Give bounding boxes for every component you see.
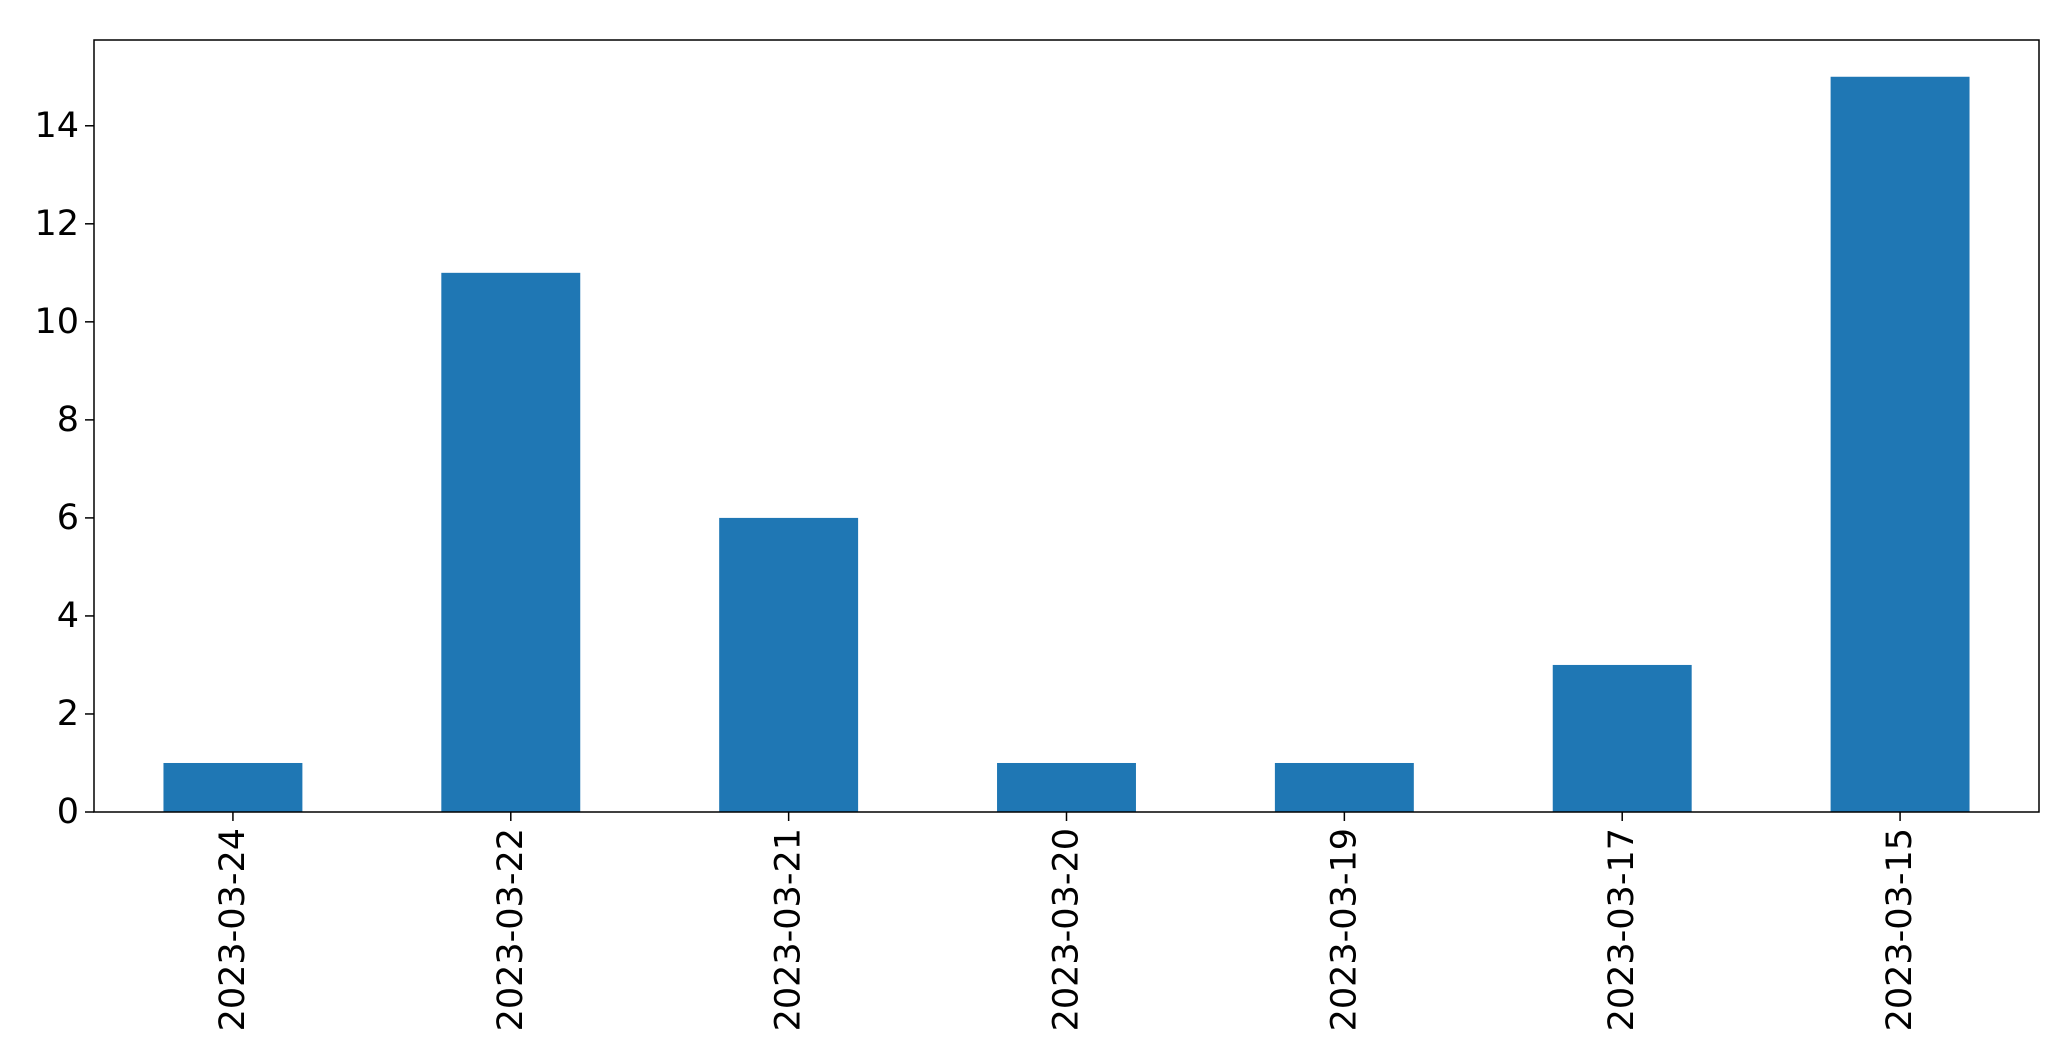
y-tick-label: 12: [34, 204, 79, 244]
y-axis: 0 2 4 6 8 10 12 14: [34, 106, 94, 832]
x-tick-label: 2023-03-17: [1602, 828, 1642, 1031]
y-tick-label: 14: [34, 106, 79, 146]
bar-2023-03-22: [441, 272, 581, 812]
bar-2023-03-15: [1830, 76, 1970, 812]
y-tick-label: 6: [57, 498, 79, 538]
x-tick-label: 2023-03-15: [1880, 828, 1920, 1031]
bar-2023-03-24: [163, 762, 303, 812]
x-tick-label: 2023-03-19: [1324, 828, 1364, 1031]
x-tick-label: 2023-03-24: [213, 828, 253, 1031]
x-tick-label: 2023-03-20: [1047, 828, 1087, 1031]
x-axis: 2023-03-24 2023-03-22 2023-03-21 2023-03-20…: [213, 812, 1920, 1031]
bar-2023-03-19: [1274, 762, 1414, 812]
y-tick-label: 4: [57, 596, 79, 636]
bar-2023-03-21: [719, 517, 859, 812]
x-tick-label: 2023-03-22: [491, 828, 531, 1031]
x-tick-label: 2023-03-21: [769, 828, 809, 1031]
plot-area-frame: [93, 39, 2040, 813]
bar-2023-03-17: [1552, 664, 1692, 812]
y-tick-label: 8: [57, 400, 79, 440]
bars-group: [163, 76, 1970, 812]
y-tick-label: 2: [57, 694, 79, 734]
y-tick-label: 0: [57, 792, 79, 832]
y-tick-label: 10: [34, 302, 79, 342]
bar-2023-03-20: [997, 762, 1136, 812]
